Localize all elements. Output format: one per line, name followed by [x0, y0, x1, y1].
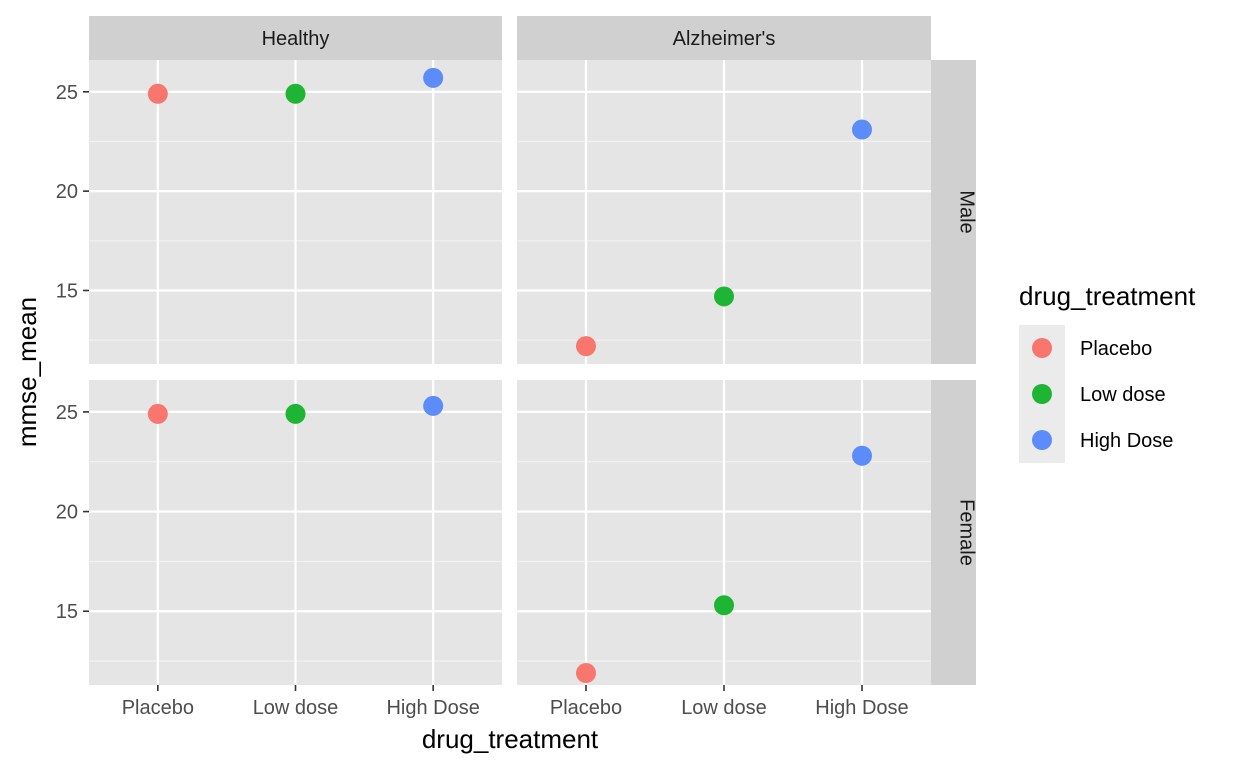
- legend-keys: Placebo Low dose High Dose: [1019, 325, 1173, 463]
- x-axis-title: drug_treatment: [422, 724, 599, 754]
- legend-swatch-low-dose: [1032, 384, 1052, 404]
- legend-swatch-high-dose: [1032, 430, 1052, 450]
- x-tick-label: Low dose: [681, 697, 767, 719]
- y-axis-title: mmse_mean: [12, 297, 42, 447]
- x-tick-label: High Dose: [386, 697, 479, 719]
- x-tick-label: Placebo: [550, 697, 622, 719]
- strip-label-female: Female: [956, 499, 978, 566]
- point-female-alzheimer-s-placebo: [576, 663, 596, 684]
- data-points: [147, 67, 872, 684]
- legend-title: drug_treatment: [1019, 281, 1196, 311]
- point-female-alzheimer-s-high-dose: [852, 445, 872, 466]
- strip-label-alzheimer-s: Alzheimer's: [673, 28, 776, 50]
- legend-label-placebo: Placebo: [1080, 338, 1152, 360]
- strip-label-male: Male: [956, 190, 978, 233]
- point-female-healthy-low-dose: [285, 403, 306, 424]
- point-male-healthy-low-dose: [285, 83, 306, 104]
- point-female-alzheimer-s-low-dose: [714, 595, 734, 616]
- point-female-healthy-placebo: [147, 403, 168, 424]
- y-tick-label: 15: [56, 601, 78, 623]
- y-tick-label: 25: [56, 82, 78, 104]
- point-male-healthy-high-dose: [423, 67, 444, 88]
- y-tick-label: 15: [56, 280, 78, 302]
- y-tick-label: 25: [56, 402, 78, 424]
- x-tick-label: High Dose: [815, 697, 908, 719]
- panels-layer: [89, 60, 931, 685]
- point-male-healthy-placebo: [147, 83, 168, 104]
- strip-alzheimer-s: [517, 16, 931, 60]
- strip-male: [931, 60, 976, 364]
- point-male-alzheimer-s-placebo: [576, 336, 596, 357]
- point-male-alzheimer-s-low-dose: [714, 286, 734, 307]
- legend-swatch-placebo: [1032, 338, 1052, 358]
- legend: drug_treatment Placebo Low dose High Dose: [1019, 281, 1196, 463]
- strip-female: [931, 380, 976, 685]
- y-tick-label: 20: [56, 502, 78, 524]
- x-tick-label: Low dose: [253, 697, 339, 719]
- y-tick-label: 20: [56, 181, 78, 203]
- point-female-healthy-high-dose: [423, 395, 444, 416]
- x-tick-label: Placebo: [122, 697, 194, 719]
- axes: 15 20 25 15 20 25 Placebo Low dose High Dose Plac…: [56, 82, 909, 719]
- point-male-alzheimer-s-high-dose: [852, 119, 872, 140]
- legend-label-high-dose: High Dose: [1080, 430, 1173, 452]
- strip-healthy: [89, 16, 502, 60]
- strip-label-healthy: Healthy: [262, 28, 330, 50]
- facet-strips: Healthy Alzheimer's Male Female: [89, 16, 978, 685]
- legend-label-low-dose: Low dose: [1080, 384, 1166, 406]
